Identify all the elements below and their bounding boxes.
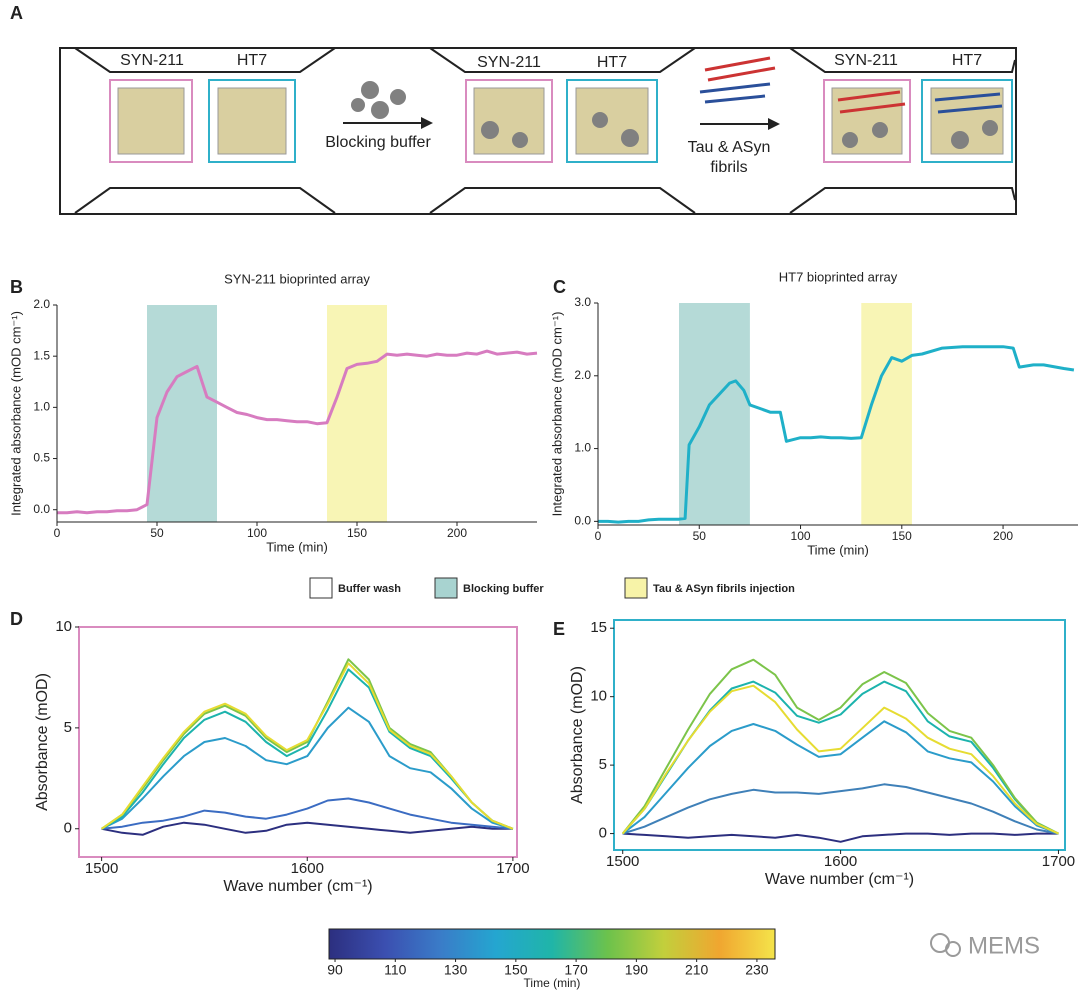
legend-label: Tau & ASyn fibrils injection: [653, 583, 795, 595]
colorbar-tick-label: 230: [745, 962, 769, 978]
watermark: MEMS: [930, 932, 1040, 959]
colorbar-tick-label: 170: [564, 962, 588, 978]
data-line: [621, 658, 1059, 835]
data-line: [622, 783, 1059, 835]
colorbar-tick-label: 150: [504, 962, 528, 978]
y-tick-label: 1.0: [33, 400, 50, 414]
legend-label: Buffer wash: [338, 583, 401, 595]
x-tick-label: 150: [892, 529, 912, 543]
data-line: [101, 668, 514, 830]
panel-label: E: [553, 619, 565, 639]
y-tick-label: 5: [64, 719, 72, 736]
y-tick-label: 1.5: [33, 348, 50, 362]
flow-cells: [74, 47, 1016, 214]
plot-frame: [78, 626, 518, 858]
x-tick-label: 0: [54, 526, 61, 540]
data-line: [57, 349, 538, 515]
panel-a-frame: [59, 47, 1017, 215]
chart-title: SYN-211 bioprinted array: [224, 271, 370, 286]
x-tick-label: 1500: [85, 860, 118, 877]
y-tick-label: 5: [599, 756, 607, 773]
x-axis-label: Wave number (cm⁻¹): [765, 871, 914, 888]
panel-label: C: [553, 277, 566, 297]
colorbar-tick-label: 130: [444, 962, 468, 978]
x-tick-label: 200: [447, 526, 467, 540]
y-axis-label: Integrated absorbance (mOD cm⁻¹): [8, 311, 23, 516]
fibrils: [699, 56, 1003, 114]
colorbar-tick-label: 110: [384, 962, 407, 978]
legend-label: Blocking buffer: [463, 583, 544, 595]
x-tick-label: 0: [595, 529, 602, 543]
y-tick-label: 1.0: [574, 441, 591, 455]
data-line: [101, 821, 513, 836]
x-tick-label: 100: [791, 529, 811, 543]
y-tick-label: 3.0: [574, 295, 591, 309]
x-tick-label: 1600: [291, 860, 324, 877]
shaded-band: [679, 303, 750, 525]
panel-label: A: [10, 3, 23, 23]
stage-label: HT7: [237, 52, 267, 69]
step-label: fibrils: [710, 159, 747, 176]
process-arrows: [343, 117, 780, 130]
y-tick-label: 0.5: [33, 451, 50, 465]
panel-label: D: [10, 609, 23, 629]
panel-label: B: [10, 277, 23, 297]
x-tick-label: 50: [150, 526, 164, 540]
data-line: [621, 684, 1059, 835]
data-line: [101, 797, 514, 830]
y-tick-label: 0.0: [33, 502, 50, 516]
legend-swatch: [624, 577, 648, 599]
stage-label: SYN-211: [120, 52, 184, 69]
shaded-band: [327, 305, 387, 522]
y-tick-label: 10: [590, 688, 607, 705]
y-tick-label: 2.0: [574, 368, 591, 382]
x-tick-label: 150: [347, 526, 367, 540]
colorbar-label: Time (min): [524, 976, 581, 990]
x-tick-label: 200: [993, 529, 1013, 543]
watermark-text: MEMS: [968, 932, 1040, 959]
data-line: [101, 658, 514, 830]
data-line: [101, 706, 514, 830]
legend-swatch: [434, 577, 458, 599]
x-axis-label: Time (min): [266, 539, 328, 554]
step-label: Tau & ASyn: [688, 139, 771, 156]
x-tick-label: 50: [693, 529, 707, 543]
y-tick-label: 15: [590, 619, 607, 636]
y-tick-label: 10: [55, 618, 72, 635]
x-tick-label: 1700: [496, 860, 529, 877]
x-axis-label: Wave number (cm⁻¹): [223, 878, 372, 895]
colorbar-tick-label: 190: [625, 962, 649, 978]
y-tick-label: 0: [64, 820, 72, 837]
step-label: Blocking buffer: [325, 134, 431, 151]
legend-swatch: [309, 577, 333, 599]
y-tick-label: 0: [599, 825, 607, 842]
data-line: [598, 345, 1075, 524]
y-tick-label: 0.0: [574, 514, 591, 528]
y-axis-label: Absorbance (mOD): [569, 666, 586, 804]
x-tick-label: 1700: [1042, 853, 1075, 870]
stage-label: SYN-211: [477, 54, 541, 71]
y-tick-label: 2.0: [33, 297, 50, 311]
stage-label: HT7: [597, 54, 627, 71]
x-tick-label: 100: [247, 526, 267, 540]
x-axis-label: Time (min): [807, 542, 869, 557]
y-axis-label: Integrated absorbance (mOD cm⁻¹): [549, 312, 564, 517]
data-line: [622, 832, 1059, 843]
data-line: [622, 720, 1059, 835]
x-tick-label: 1500: [606, 853, 639, 870]
stage-label: SYN-211: [834, 52, 898, 69]
colorbar-tick-label: 90: [327, 962, 343, 978]
stage-label: HT7: [952, 52, 982, 69]
data-line: [101, 662, 514, 830]
colorbar-tick-label: 210: [685, 962, 709, 978]
chart-title: HT7 bioprinted array: [779, 269, 898, 284]
y-axis-label: Absorbance (mOD): [34, 673, 51, 811]
plot-frame: [613, 619, 1066, 851]
colorbar: [328, 928, 776, 960]
x-tick-label: 1600: [824, 853, 857, 870]
blocking-blobs: [351, 81, 998, 149]
chips: [109, 79, 1013, 163]
